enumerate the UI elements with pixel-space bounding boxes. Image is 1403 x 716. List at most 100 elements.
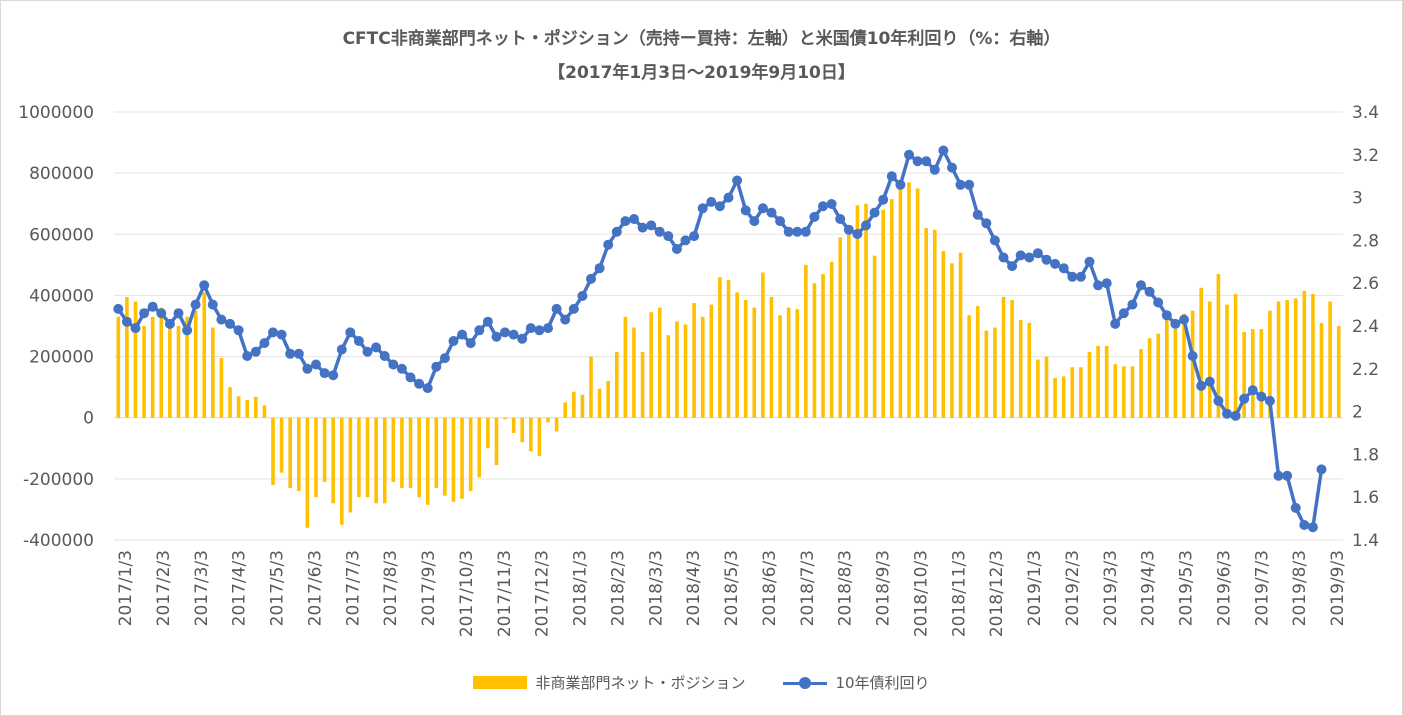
line-point [233,325,244,336]
bar [632,327,636,418]
line-point [792,226,803,237]
line-point [1273,470,1284,481]
bar [211,327,215,418]
x-tick-label: 2018/1/3 [571,550,591,626]
bar [1276,301,1281,418]
line-point [680,235,691,246]
y-left-tick-label: 400000 [29,286,94,306]
line-point [869,207,880,218]
bar [1173,329,1178,418]
line-point [414,378,425,389]
line-point [190,299,201,310]
bar [864,203,868,418]
line-point [964,179,975,190]
line-point [878,194,889,205]
line-point [164,318,175,329]
line-point [697,203,708,214]
y-right-tick-label: 2 [1352,403,1363,423]
bar [1165,318,1169,418]
x-tick-label: 2019/7/3 [1252,550,1272,626]
bar [589,356,593,418]
line-point [1290,502,1301,513]
line-point [809,211,820,222]
line-point [611,226,622,237]
bar [1302,290,1307,418]
line-point [405,372,416,383]
line-point [474,325,485,336]
line-point [1075,271,1086,282]
bar [348,417,353,513]
line-point [139,308,150,319]
bar [185,316,189,418]
line-point [560,314,571,325]
line-point [147,301,158,312]
y-left-tick-label: 1000000 [18,103,94,123]
x-tick-label: 2017/5/3 [268,550,288,626]
bar [468,417,473,492]
bar [159,307,164,418]
bar [932,229,937,418]
x-tick-label: 2018/6/3 [760,550,780,626]
y-right-tick-label: 3.4 [1352,103,1379,123]
line-point [800,226,811,237]
legend-label-yield: 10年債利回り [835,674,930,692]
bar [1122,366,1126,418]
line-point [783,226,794,237]
line-point [1101,278,1112,289]
line-point [207,299,218,310]
x-tick-label: 2019/2/3 [1063,550,1083,626]
line-point [182,325,193,336]
line-point [826,199,837,209]
legend-bar-swatch [473,676,528,689]
x-tick-label: 2019/8/3 [1290,550,1310,626]
line-point [1144,286,1155,297]
line-point [439,353,450,364]
y-right-tick-label: 2.8 [1352,231,1379,251]
bar [881,209,885,418]
bar [245,399,250,418]
line-point [1282,470,1293,481]
y-right-tick-label: 2.2 [1352,360,1379,380]
bar [374,417,378,504]
line-point [663,231,674,242]
line-point [311,359,321,370]
bar [1242,332,1246,418]
line-point [671,244,682,254]
line-point [929,164,940,175]
bar [357,417,361,498]
line-point [276,329,287,340]
bar [1113,364,1118,418]
bar [460,417,464,499]
bar [425,417,430,505]
bar [417,417,421,498]
bar [1010,300,1014,418]
y-right-tick-label: 3.2 [1352,146,1379,166]
bar [1250,329,1255,418]
bar [718,277,722,418]
bar [1207,301,1212,418]
bar [752,307,757,418]
line-point [362,346,373,357]
line-point [1213,395,1224,406]
bar [657,307,662,418]
bar [872,255,877,418]
line-point [225,318,235,329]
bar [1319,322,1324,418]
bar [314,417,318,498]
legend-label-position: 非商業部門ネット・ポジション [535,674,746,692]
bar [1027,322,1032,418]
x-tick-label: 2018/12/3 [987,550,1007,637]
line-point [646,220,657,231]
line-point [1264,395,1275,406]
line-point [431,361,442,372]
bar [236,396,241,418]
bar [288,417,292,489]
legend: 非商業部門ネット・ポジション 10年債利回り [0,672,1403,693]
line-point [396,363,407,374]
bar [1259,329,1264,418]
line-point [749,216,760,227]
line-point [328,370,339,381]
x-tick-label: 2019/9/3 [1328,550,1348,626]
bar [614,351,619,418]
y-right-tick-label: 2.4 [1352,317,1379,337]
